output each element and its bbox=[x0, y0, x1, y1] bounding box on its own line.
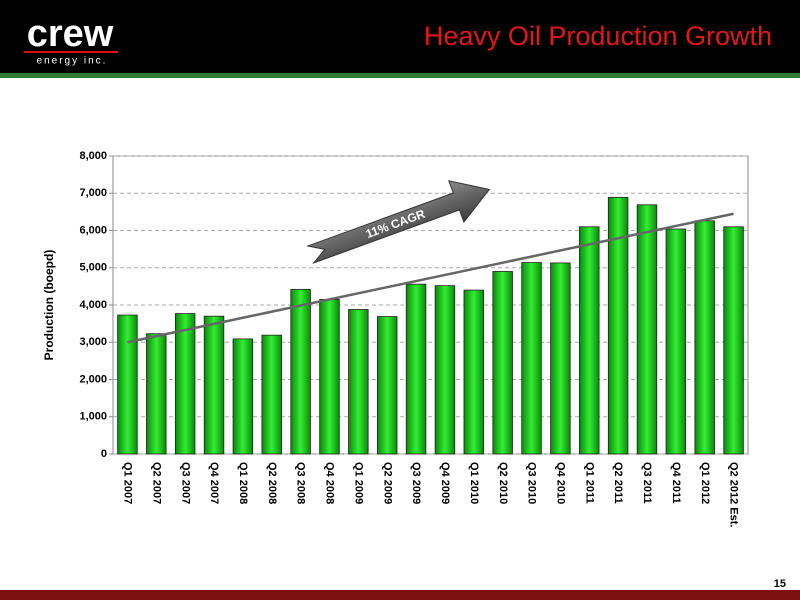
bar bbox=[723, 226, 744, 455]
x-tick-label: Q1 2007 bbox=[122, 462, 134, 504]
bar bbox=[694, 220, 715, 455]
trend-line bbox=[127, 212, 734, 344]
bar bbox=[665, 228, 687, 455]
bar bbox=[146, 333, 167, 455]
x-tick-label: Q1 2010 bbox=[468, 462, 480, 504]
bar bbox=[117, 314, 138, 455]
y-tick-label: 3,000 bbox=[79, 336, 107, 348]
bar bbox=[232, 338, 254, 455]
x-tick-label: Q1 2011 bbox=[583, 462, 595, 504]
bar bbox=[405, 283, 427, 455]
x-tick-label: Q4 2007 bbox=[208, 462, 220, 504]
page-number: 15 bbox=[774, 578, 786, 590]
bar bbox=[550, 262, 571, 455]
y-tick-label: 5,000 bbox=[79, 262, 107, 274]
x-tick-label: Q1 2009 bbox=[352, 462, 364, 504]
arrow-shape bbox=[305, 180, 491, 265]
x-tick-label: Q3 2009 bbox=[410, 462, 422, 504]
slide-title: Heavy Oil Production Growth bbox=[424, 21, 772, 51]
x-tick-label: Q4 2010 bbox=[554, 462, 566, 504]
bar bbox=[261, 334, 282, 455]
y-tick-label: 1,000 bbox=[79, 411, 107, 423]
bar bbox=[492, 271, 513, 455]
bar bbox=[607, 196, 629, 455]
x-tick-label: Q3 2008 bbox=[295, 462, 307, 504]
x-tick-label: Q2 2007 bbox=[150, 462, 162, 504]
y-tick-label: 6,000 bbox=[79, 224, 107, 236]
x-tick-label: Q1 2008 bbox=[237, 462, 249, 504]
footer-bar bbox=[0, 590, 800, 600]
header-bar bbox=[0, 0, 800, 73]
bar bbox=[434, 285, 456, 455]
bar bbox=[376, 316, 398, 455]
bar bbox=[203, 315, 225, 455]
logo-tagline: energy inc. bbox=[37, 56, 108, 67]
bar bbox=[319, 299, 340, 455]
x-tick-label: Q4 2009 bbox=[439, 462, 451, 504]
x-tick-label: Q2 2010 bbox=[497, 462, 509, 504]
x-tick-label: Q1 2012 bbox=[699, 462, 711, 504]
x-tick-label: Q2 2008 bbox=[266, 462, 278, 504]
header-stripe bbox=[0, 73, 800, 78]
bar bbox=[463, 289, 485, 455]
x-tick-label: Q3 2010 bbox=[526, 462, 538, 504]
x-tick-label: Q2 2009 bbox=[381, 462, 393, 504]
y-tick-label: 2,000 bbox=[79, 373, 107, 385]
bar bbox=[636, 204, 658, 455]
y-axis-label: Production (boepd) bbox=[42, 250, 56, 361]
bar bbox=[579, 226, 600, 455]
x-tick-label: Q4 2008 bbox=[324, 462, 336, 504]
bar bbox=[290, 288, 311, 455]
x-tick-label: Q4 2011 bbox=[670, 462, 682, 504]
y-tick-label: 0 bbox=[101, 448, 107, 460]
x-tick-label: Q3 2011 bbox=[641, 462, 653, 504]
bar bbox=[174, 313, 196, 455]
y-tick-label: 8,000 bbox=[79, 150, 107, 162]
x-tick-label: Q2 2012 Est. bbox=[728, 462, 740, 527]
bar bbox=[348, 309, 369, 455]
chart: 0 1,000 2,000 3,000 4,000 5,000 6,000 7,000 8,00… bbox=[79, 150, 748, 527]
y-tick-label: 7,000 bbox=[79, 187, 107, 199]
x-tick-label: Q2 2011 bbox=[612, 462, 624, 504]
cagr-arrow: 11% CAGR bbox=[305, 180, 491, 265]
bar bbox=[521, 262, 542, 455]
logo-name: crew bbox=[27, 13, 114, 55]
x-tick-label: Q3 2007 bbox=[179, 462, 191, 504]
y-tick-label: 4,000 bbox=[79, 299, 107, 311]
